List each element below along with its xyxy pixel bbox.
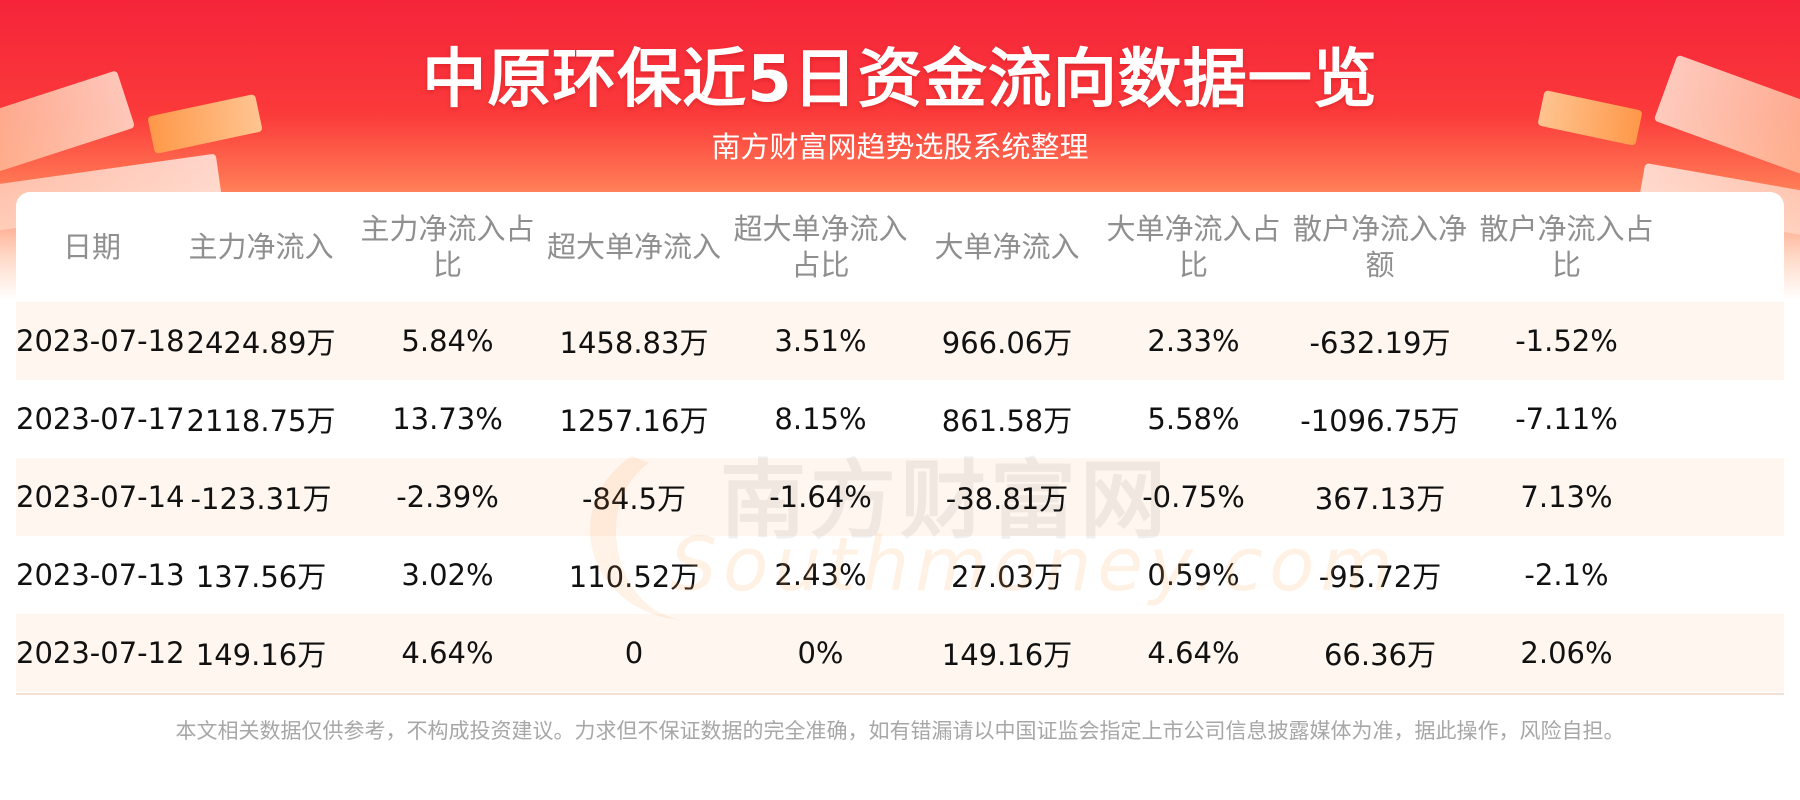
cell-spacer [1660,614,1784,692]
cell-date: 2023-07-18 [16,302,185,380]
cell-value: -123.31万 [168,458,354,536]
cell-value: 1458.83万 [541,302,727,380]
column-header: 主力净流入占比 [360,212,535,282]
cell-value: -38.81万 [914,458,1100,536]
cell-value: 13.73% [354,380,541,458]
cell-value: -2.1% [1473,536,1660,614]
cell-value: 1257.16万 [541,380,727,458]
column-header: 大单净流入 [934,230,1080,264]
cell-value: 2424.89万 [168,302,354,380]
cell-value: 4.64% [1100,614,1287,692]
column-header: 超大单净流入 [546,230,721,264]
cell-value: 0 [541,614,727,692]
cell-spacer [1660,458,1784,536]
cell-value: 149.16万 [168,614,354,692]
cell-value: 0% [727,614,914,692]
column-header: 散户净流入占比 [1479,212,1654,282]
cell-value: 7.13% [1473,458,1660,536]
cell-value: 5.58% [1100,380,1287,458]
page-title: 中原环保近5日资金流向数据一览 [422,43,1378,117]
table-row: 2023-07-18 2424.89万 5.84% 1458.83万 3.51%… [16,302,1784,380]
cell-date: 2023-07-17 [16,380,185,458]
footer-divider [16,693,1784,695]
column-header: 大单净流入占比 [1106,212,1281,282]
cell-date: 2023-07-14 [16,458,185,536]
cell-spacer [1660,536,1784,614]
column-header: 主力净流入 [188,230,334,264]
cell-value: 8.15% [727,380,914,458]
table-row: 2023-07-13 137.56万 3.02% 110.52万 2.43% 2… [16,536,1784,614]
table-row: 2023-07-14 -123.31万 -2.39% -84.5万 -1.64%… [16,458,1784,536]
cell-value: -0.75% [1100,458,1287,536]
table-row: 2023-07-12 149.16万 4.64% 0 0% 149.16万 4.… [16,614,1784,692]
cell-value: 27.03万 [914,536,1100,614]
cell-value: 5.84% [354,302,541,380]
cell-date: 2023-07-13 [16,536,185,614]
cell-value: -7.11% [1473,380,1660,458]
fund-flow-table: 日期 主力净流入 主力净流入占比 超大单净流入 超大单净流入占比 大单净流入 大… [16,192,1784,692]
cell-value: 2118.75万 [168,380,354,458]
cell-value: 4.64% [354,614,541,692]
cell-value: 3.02% [354,536,541,614]
cell-value: -1096.75万 [1287,380,1473,458]
cell-value: 2.43% [727,536,914,614]
cell-value: -1.52% [1473,302,1660,380]
cell-value: -2.39% [354,458,541,536]
column-header: 散户净流入净额 [1292,212,1467,282]
cell-spacer [1660,302,1784,380]
cell-value: 861.58万 [914,380,1100,458]
table-header-row: 日期 主力净流入 主力净流入占比 超大单净流入 超大单净流入占比 大单净流入 大… [16,192,1784,302]
cell-spacer [1660,380,1784,458]
cell-value: 966.06万 [914,302,1100,380]
cell-value: 110.52万 [541,536,727,614]
column-header: 日期 [62,230,121,264]
cell-value: 0.59% [1100,536,1287,614]
page-subtitle: 南方财富网趋势选股系统整理 [711,130,1089,164]
cell-value: -95.72万 [1287,536,1473,614]
cell-value: 149.16万 [914,614,1100,692]
cell-value: 137.56万 [168,536,354,614]
cell-value: -632.19万 [1287,302,1473,380]
cell-value: 367.13万 [1287,458,1473,536]
cell-value: -1.64% [727,458,914,536]
cell-value: 66.36万 [1287,614,1473,692]
column-spacer [1660,192,1784,302]
cell-value: -84.5万 [541,458,727,536]
cell-value: 2.06% [1473,614,1660,692]
cell-value: 2.33% [1100,302,1287,380]
column-header: 超大单净流入占比 [733,212,908,282]
cell-value: 3.51% [727,302,914,380]
table-row: 2023-07-17 2118.75万 13.73% 1257.16万 8.15… [16,380,1784,458]
footer-disclaimer: 本文相关数据仅供参考，不构成投资建议。力求但不保证数据的完全准确，如有错漏请以中… [175,719,1625,743]
cell-date: 2023-07-12 [16,614,185,692]
